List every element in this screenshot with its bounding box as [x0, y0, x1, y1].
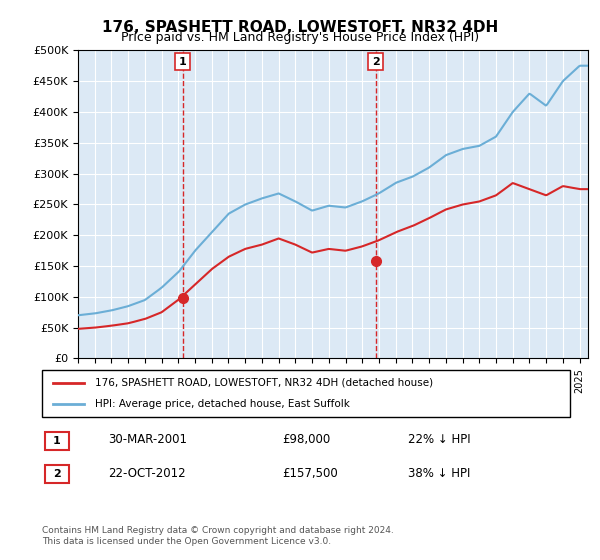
Text: Price paid vs. HM Land Registry's House Price Index (HPI): Price paid vs. HM Land Registry's House … — [121, 31, 479, 44]
Text: 2: 2 — [53, 469, 61, 479]
Text: 1: 1 — [53, 436, 61, 446]
FancyBboxPatch shape — [42, 370, 570, 417]
Text: £157,500: £157,500 — [282, 466, 338, 480]
Text: 30-MAR-2001: 30-MAR-2001 — [108, 433, 187, 446]
Text: Contains HM Land Registry data © Crown copyright and database right 2024.
This d: Contains HM Land Registry data © Crown c… — [42, 526, 394, 546]
Text: 176, SPASHETT ROAD, LOWESTOFT, NR32 4DH: 176, SPASHETT ROAD, LOWESTOFT, NR32 4DH — [102, 20, 498, 35]
Text: 38% ↓ HPI: 38% ↓ HPI — [408, 466, 470, 480]
Text: 176, SPASHETT ROAD, LOWESTOFT, NR32 4DH (detached house): 176, SPASHETT ROAD, LOWESTOFT, NR32 4DH … — [95, 378, 433, 388]
Text: £98,000: £98,000 — [282, 433, 330, 446]
FancyBboxPatch shape — [45, 432, 69, 450]
FancyBboxPatch shape — [45, 465, 69, 483]
Text: 1: 1 — [179, 57, 187, 67]
Text: 22% ↓ HPI: 22% ↓ HPI — [408, 433, 470, 446]
Text: HPI: Average price, detached house, East Suffolk: HPI: Average price, detached house, East… — [95, 399, 350, 409]
Text: 2: 2 — [372, 57, 380, 67]
Text: 22-OCT-2012: 22-OCT-2012 — [108, 466, 185, 480]
